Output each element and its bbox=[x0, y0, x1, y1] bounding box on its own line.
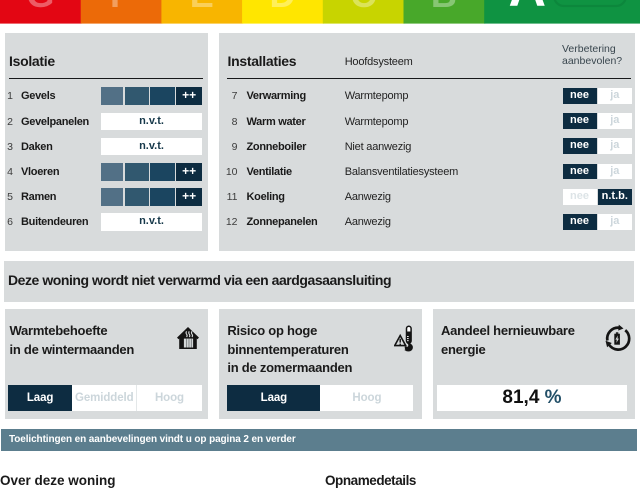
svg-text:F: F bbox=[110, 0, 132, 15]
svg-text:G: G bbox=[26, 0, 54, 15]
svg-text:B: B bbox=[431, 0, 457, 15]
svg-text:A: A bbox=[509, 0, 547, 18]
svg-text:C: C bbox=[350, 0, 376, 15]
svg-text:E: E bbox=[190, 0, 214, 15]
svg-text:D: D bbox=[270, 0, 296, 15]
